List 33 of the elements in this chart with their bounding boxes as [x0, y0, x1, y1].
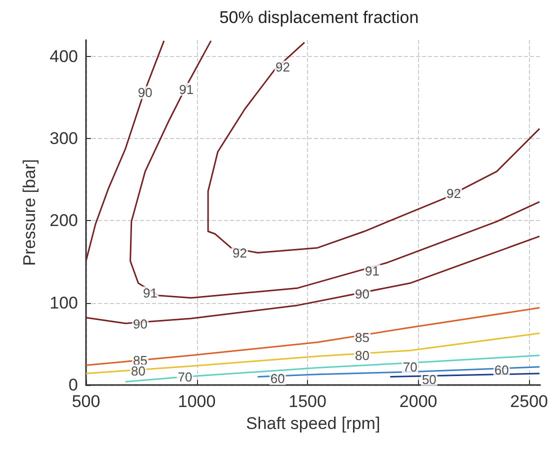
annotation: 91: [143, 286, 158, 300]
x-tick-label: 1500: [288, 392, 326, 411]
annotation: 70: [178, 369, 192, 384]
annotation: 91: [365, 263, 380, 278]
y-axis-title: Pressure [bar]: [20, 159, 39, 266]
annotation: 90: [133, 316, 148, 332]
x-tick-label: 2000: [399, 392, 438, 411]
annotation: 92: [276, 60, 290, 75]
y-tick-label: 0: [68, 376, 78, 394]
y-tick-label: 200: [50, 211, 78, 230]
annotation: 80: [355, 348, 370, 363]
line-series: [130, 40, 540, 299]
y-tick-label: 300: [50, 129, 78, 148]
annotation: 91: [179, 82, 194, 97]
annotation: 70: [402, 359, 418, 374]
annotation: 60: [494, 362, 509, 378]
annotation: 90: [138, 85, 152, 100]
annotation: 80: [131, 364, 146, 379]
annotation: 50: [422, 372, 436, 387]
annotation: 60: [270, 370, 285, 386]
x-tick-label: 1000: [178, 392, 216, 411]
x-tick-label: 500: [72, 392, 100, 411]
annotation: 85: [355, 330, 370, 345]
chart-title: 50% displacement fraction: [219, 8, 419, 27]
line-series: [85, 40, 165, 262]
y-tick-label: 100: [50, 293, 78, 312]
y-tick-label: 400: [50, 46, 78, 66]
annotation: 92: [232, 245, 247, 260]
x-tick-label: 2500: [510, 392, 548, 411]
annotation: 90: [355, 286, 370, 302]
annotation: 92: [446, 186, 461, 202]
annotation: 85: [133, 352, 148, 368]
x-axis-title: Shaft speed [rpm]: [246, 414, 380, 433]
